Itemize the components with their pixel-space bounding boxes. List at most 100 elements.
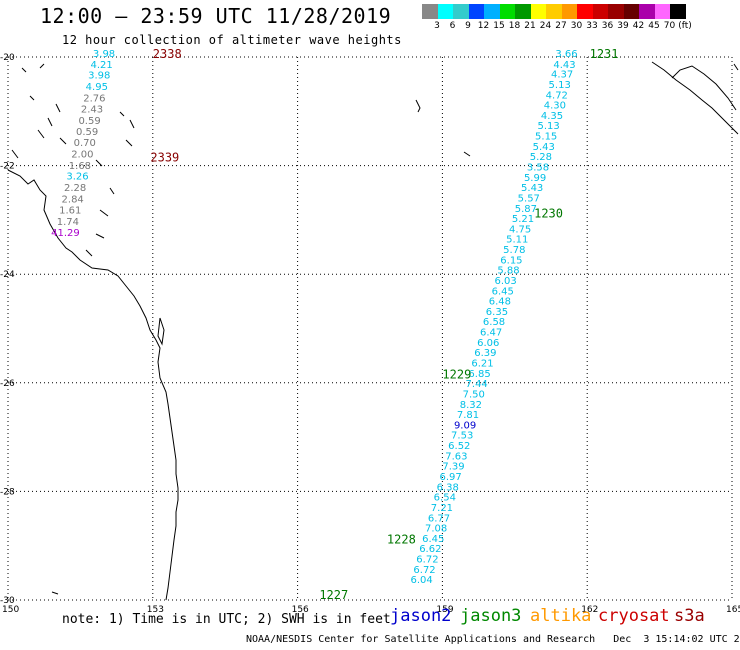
- legend-altika: altika: [530, 606, 592, 626]
- wave-height-value: 7.63: [445, 451, 467, 462]
- wave-height-value: 5.13: [549, 80, 571, 91]
- wave-height-value: 4.43: [553, 60, 575, 71]
- coastline: [7, 61, 739, 601]
- color-swatch-8: [546, 4, 562, 19]
- color-scale-label: 42: [632, 21, 645, 31]
- wave-height-value: 3.98: [93, 49, 115, 60]
- color-scale-labels: 3 6 9 12 15 18 21 24 27 30 33 36 39 42 45 70 (ft): [422, 21, 740, 35]
- lat-tick-label: -26: [0, 379, 15, 389]
- whitsunday-islands: [11, 63, 67, 159]
- map-subtitle: 12 hour collection of altimeter wave hei…: [62, 33, 402, 47]
- wave-height-value: 1.74: [57, 217, 79, 228]
- color-swatch-7: [530, 4, 546, 19]
- wave-height-value: 5.78: [503, 245, 525, 256]
- color-scale-label: 70: [663, 21, 676, 31]
- color-swatch-2: [453, 4, 469, 19]
- wave-height-value: 6.39: [474, 348, 496, 359]
- color-swatch-10: [577, 4, 593, 19]
- wave-height-value: 6.72: [413, 565, 435, 576]
- wave-height-value: 5.57: [518, 193, 540, 204]
- wave-height-value: 5.21: [512, 214, 534, 225]
- wave-height-value: 5.13: [537, 121, 559, 132]
- color-scale-label: 9: [465, 21, 471, 31]
- legend-cryosat: cryosat: [598, 606, 670, 626]
- wave-height-value: 4.21: [91, 60, 113, 71]
- color-swatch-5: [499, 4, 515, 19]
- axis-labels: 150 153 156 159 162 165 -20 -22 -24 -26 -28 -30: [0, 53, 740, 615]
- wave-height-value: 2.00: [71, 149, 93, 160]
- wave-height-value: 6.54: [434, 493, 456, 504]
- color-scale-label: 45: [648, 21, 660, 31]
- wave-height-value: 3.58: [527, 162, 549, 173]
- pass-time-label: 2338: [153, 47, 182, 61]
- pass-time-label: 2339: [150, 150, 179, 164]
- wave-height-value: 6.47: [480, 328, 502, 339]
- wave-height-value: 7.53: [451, 431, 473, 442]
- wave-height-value: 0.70: [74, 138, 96, 149]
- track-east: 3.664.434.375.134.724.304.355.135.155.43…: [319, 47, 618, 602]
- wave-height-value: 5.15: [535, 132, 557, 143]
- wave-height-value: 1.61: [59, 205, 81, 216]
- track-west: 3.984.213.984.952.762.430.590.590.702.00…: [51, 47, 182, 239]
- color-swatch-15: [654, 4, 670, 19]
- wave-height-value: 4.75: [509, 224, 531, 235]
- wave-height-value: 4.95: [86, 82, 108, 93]
- lat-tick-label: -20: [0, 53, 15, 63]
- wave-height-value: 9.09: [454, 420, 476, 431]
- pass-time-label: 1228: [387, 533, 416, 547]
- color-scale-label: 27: [555, 21, 567, 31]
- color-scale-label: 3: [434, 21, 440, 31]
- wave-height-value: 6.62: [419, 544, 441, 555]
- color-scale-label: 30: [570, 21, 583, 31]
- fraser-island: [157, 317, 165, 346]
- wave-height-value: 6.15: [500, 255, 522, 266]
- color-scale-label: (ft): [678, 21, 692, 31]
- legend-s3a: s3a: [674, 606, 705, 626]
- wave-height-value: 2.84: [62, 195, 84, 206]
- color-swatch-14: [639, 4, 655, 19]
- wave-height-value: 5.87: [515, 204, 537, 215]
- lon-tick-label: 150: [2, 605, 19, 615]
- wave-height-value: 6.21: [471, 359, 493, 370]
- lat-lon-grid: [7, 56, 733, 601]
- wave-height-value: 7.21: [431, 503, 453, 514]
- wave-height-value: 6.72: [416, 555, 438, 566]
- wave-height-value: 7.81: [457, 410, 479, 421]
- color-swatch-16: [670, 4, 686, 19]
- color-scale-label: 21: [524, 21, 536, 31]
- lord-howe: [51, 591, 59, 595]
- wave-height-value: 0.59: [78, 116, 100, 127]
- wave-height-value: 5.99: [524, 173, 546, 184]
- wave-height-value: 6.58: [483, 317, 505, 328]
- pass-time-label: 1231: [590, 47, 619, 61]
- color-scale-label: 18: [508, 21, 521, 31]
- wave-height-value: 6.03: [494, 276, 516, 287]
- footer-credit: NOAA/NESDIS Center for Satellite Applica…: [246, 634, 740, 645]
- wave-height-value: 4.72: [546, 90, 568, 101]
- lon-tick-label: 162: [581, 605, 598, 615]
- wave-height-value: 6.35: [486, 307, 508, 318]
- wave-height-value: 5.28: [530, 152, 552, 163]
- pass-time-label: 1230: [534, 207, 563, 221]
- wave-height-value: 7.44: [466, 379, 488, 390]
- new-caledonia: [651, 61, 739, 135]
- wave-height-value: 6.38: [437, 482, 459, 493]
- lon-tick-label: 159: [436, 605, 453, 615]
- wave-height-value: 2.76: [83, 94, 105, 105]
- lat-tick-label: -22: [0, 162, 15, 172]
- color-scale-label: 6: [449, 21, 456, 31]
- wave-height-value: 6.45: [422, 534, 444, 545]
- color-swatch-12: [608, 4, 624, 19]
- wave-height-value: 2.43: [81, 104, 103, 115]
- wave-height-value: 5.88: [497, 266, 519, 277]
- wave-height-value: 6.77: [428, 513, 450, 524]
- wave-height-value: 7.50: [463, 389, 485, 400]
- wave-height-value: 41.29: [51, 228, 80, 239]
- wave-height-value: 2.28: [64, 183, 86, 194]
- wave-height-value: 4.30: [544, 101, 566, 112]
- wave-height-value: 3.26: [66, 172, 88, 183]
- wave-height-value: 6.85: [468, 369, 490, 380]
- wave-height-value: 3.98: [88, 71, 110, 82]
- wave-height-value: 7.39: [442, 462, 464, 473]
- map-title: 12:00 — 23:59 UTC 11/28/2019: [40, 4, 392, 28]
